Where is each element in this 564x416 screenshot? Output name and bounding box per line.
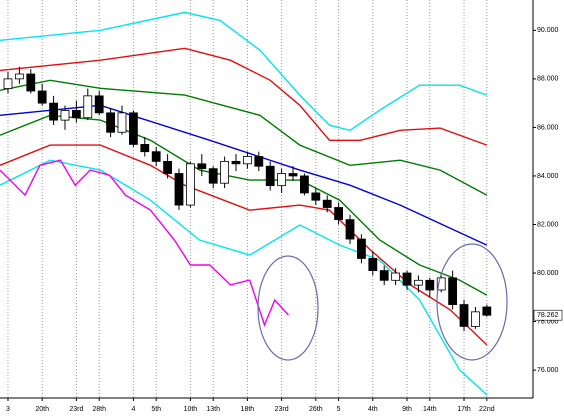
x-tick-label: 23rd [69, 406, 83, 413]
candle-body [471, 311, 480, 327]
x-tick-label: 26th [309, 406, 323, 413]
x-tick-label: 4 [131, 406, 135, 413]
x-tick-label: 28th [92, 406, 106, 413]
candle-body [14, 73, 24, 80]
x-tick-label: 3 [6, 406, 10, 413]
candle-body [140, 143, 150, 153]
candle-body [37, 90, 47, 104]
x-tick-label: 17th [457, 406, 471, 413]
candle-body [174, 173, 184, 206]
candle-body [151, 151, 161, 162]
candle-body [357, 238, 366, 259]
y-tick-label: 80.000 [537, 270, 559, 277]
candle-body [254, 156, 264, 167]
y-tick-label: 90.000 [537, 27, 559, 34]
candle-body [300, 175, 309, 194]
candle-body [220, 160, 230, 184]
candle-body [243, 156, 252, 165]
candle-body [425, 279, 435, 291]
x-tick-label: 13th [206, 406, 220, 413]
y-tick-label: 78.000 [537, 318, 559, 325]
candle-body [379, 270, 389, 281]
candle-body [197, 163, 207, 170]
candle-body [117, 112, 127, 133]
x-tick-label: 18th [241, 406, 255, 413]
candle-body [459, 304, 469, 327]
candle-body [71, 110, 81, 119]
candle-body [334, 207, 344, 221]
y-tick-label: 88.000 [537, 76, 559, 83]
indicator-line [0, 47, 488, 146]
x-tick-label: 9th [402, 406, 412, 413]
highlight-ellipse [257, 255, 319, 361]
candle-body [414, 279, 423, 286]
candle-body [482, 306, 492, 316]
y-tick-label: 76.000 [537, 367, 559, 374]
candles [3, 66, 492, 332]
candle-body [128, 112, 138, 145]
candle-body [402, 272, 412, 286]
y-tick-label: 82.000 [537, 221, 559, 228]
y-tick-label: 86.000 [537, 124, 559, 131]
candle-body [288, 173, 298, 177]
candle-body [322, 199, 332, 208]
x-tick-label: 4th [368, 406, 378, 413]
candle-body [163, 160, 172, 174]
candle-body [448, 277, 458, 305]
candle-body [311, 192, 321, 201]
x-tick-label: 20th [35, 406, 49, 413]
x-tick-label: 23rd [275, 406, 289, 413]
candle-body [265, 165, 275, 187]
candle-body [345, 219, 355, 240]
candle-body [231, 160, 241, 165]
candle-body [436, 277, 446, 291]
candle-body [26, 73, 36, 92]
last-price-box [533, 309, 563, 321]
candle-body [368, 258, 378, 271]
x-tick-label: 22nd [479, 406, 495, 413]
candle-body [49, 102, 58, 121]
candle-body [60, 110, 70, 121]
axes: 3 20th 23rd 28th 4 5th 10th 13th 18th 23rd 26th 5 4t… [6, 27, 563, 413]
candle-body [185, 163, 195, 206]
x-tick-label: 10th [184, 406, 198, 413]
candle-body [277, 173, 287, 187]
candle-body [3, 78, 13, 89]
y-tick-label: 84.000 [537, 173, 559, 180]
candle-body [94, 95, 104, 114]
candle-body [106, 112, 115, 133]
indicator-line [0, 159, 488, 396]
indicator-line [0, 79, 488, 196]
indicator-line [0, 11, 488, 132]
candle-body [83, 95, 93, 119]
candle-body [391, 272, 401, 281]
x-tick-label: 14th [423, 406, 437, 413]
highlight-ellipse [436, 243, 508, 361]
indicator-line [0, 159, 289, 328]
x-tick-label: 5th [151, 406, 161, 413]
indicator-line [0, 144, 488, 346]
candle-body [208, 168, 218, 184]
indicator-line [0, 114, 488, 296]
x-tick-label: 5 [337, 406, 341, 413]
last-price-label: 78.262 [537, 312, 559, 319]
